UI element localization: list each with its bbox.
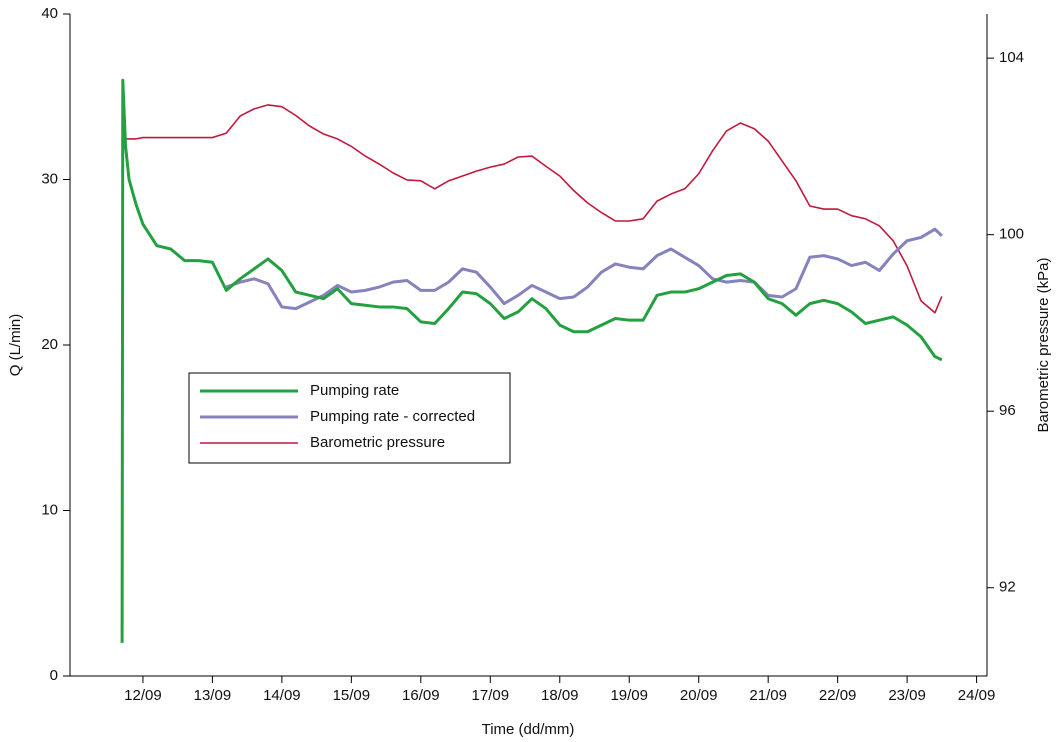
y2-axis-label: Barometric pressure (kPa)	[1035, 257, 1052, 432]
y2-tick-label: 100	[999, 226, 1024, 243]
y-tick-label: 20	[41, 336, 58, 353]
x-tick-label: 20/09	[680, 687, 718, 704]
x-tick-label: 14/09	[263, 687, 301, 704]
y2-tick-label: 92	[999, 579, 1016, 596]
y2-tick-label: 104	[999, 49, 1024, 66]
x-tick-label: 12/09	[124, 687, 162, 704]
data-line	[122, 104, 943, 314]
legend-label: Pumping rate - corrected	[310, 408, 475, 425]
legend-label: Barometric pressure	[310, 434, 445, 451]
x-tick-label: 13/09	[194, 687, 232, 704]
x-tick-label: 18/09	[541, 687, 579, 704]
y-tick-label: 40	[41, 5, 58, 22]
x-axis-label: Time (dd/mm)	[482, 721, 575, 738]
y-tick-label: 0	[50, 667, 58, 684]
y-tick-label: 10	[41, 501, 58, 518]
y-axis-label: Q (L/min)	[7, 314, 24, 377]
data-line	[120, 78, 943, 643]
legend-label: Pumping rate	[310, 382, 399, 399]
data-line	[225, 227, 943, 311]
x-tick-label: 19/09	[610, 687, 648, 704]
x-tick-label: 24/09	[958, 687, 996, 704]
y-tick-label: 30	[41, 170, 58, 187]
x-tick-label: 23/09	[888, 687, 926, 704]
y2-tick-label: 96	[999, 402, 1016, 419]
x-tick-label: 15/09	[333, 687, 371, 704]
x-tick-label: 21/09	[749, 687, 787, 704]
x-tick-label: 16/09	[402, 687, 440, 704]
x-tick-label: 22/09	[819, 687, 857, 704]
x-tick-label: 17/09	[472, 687, 510, 704]
